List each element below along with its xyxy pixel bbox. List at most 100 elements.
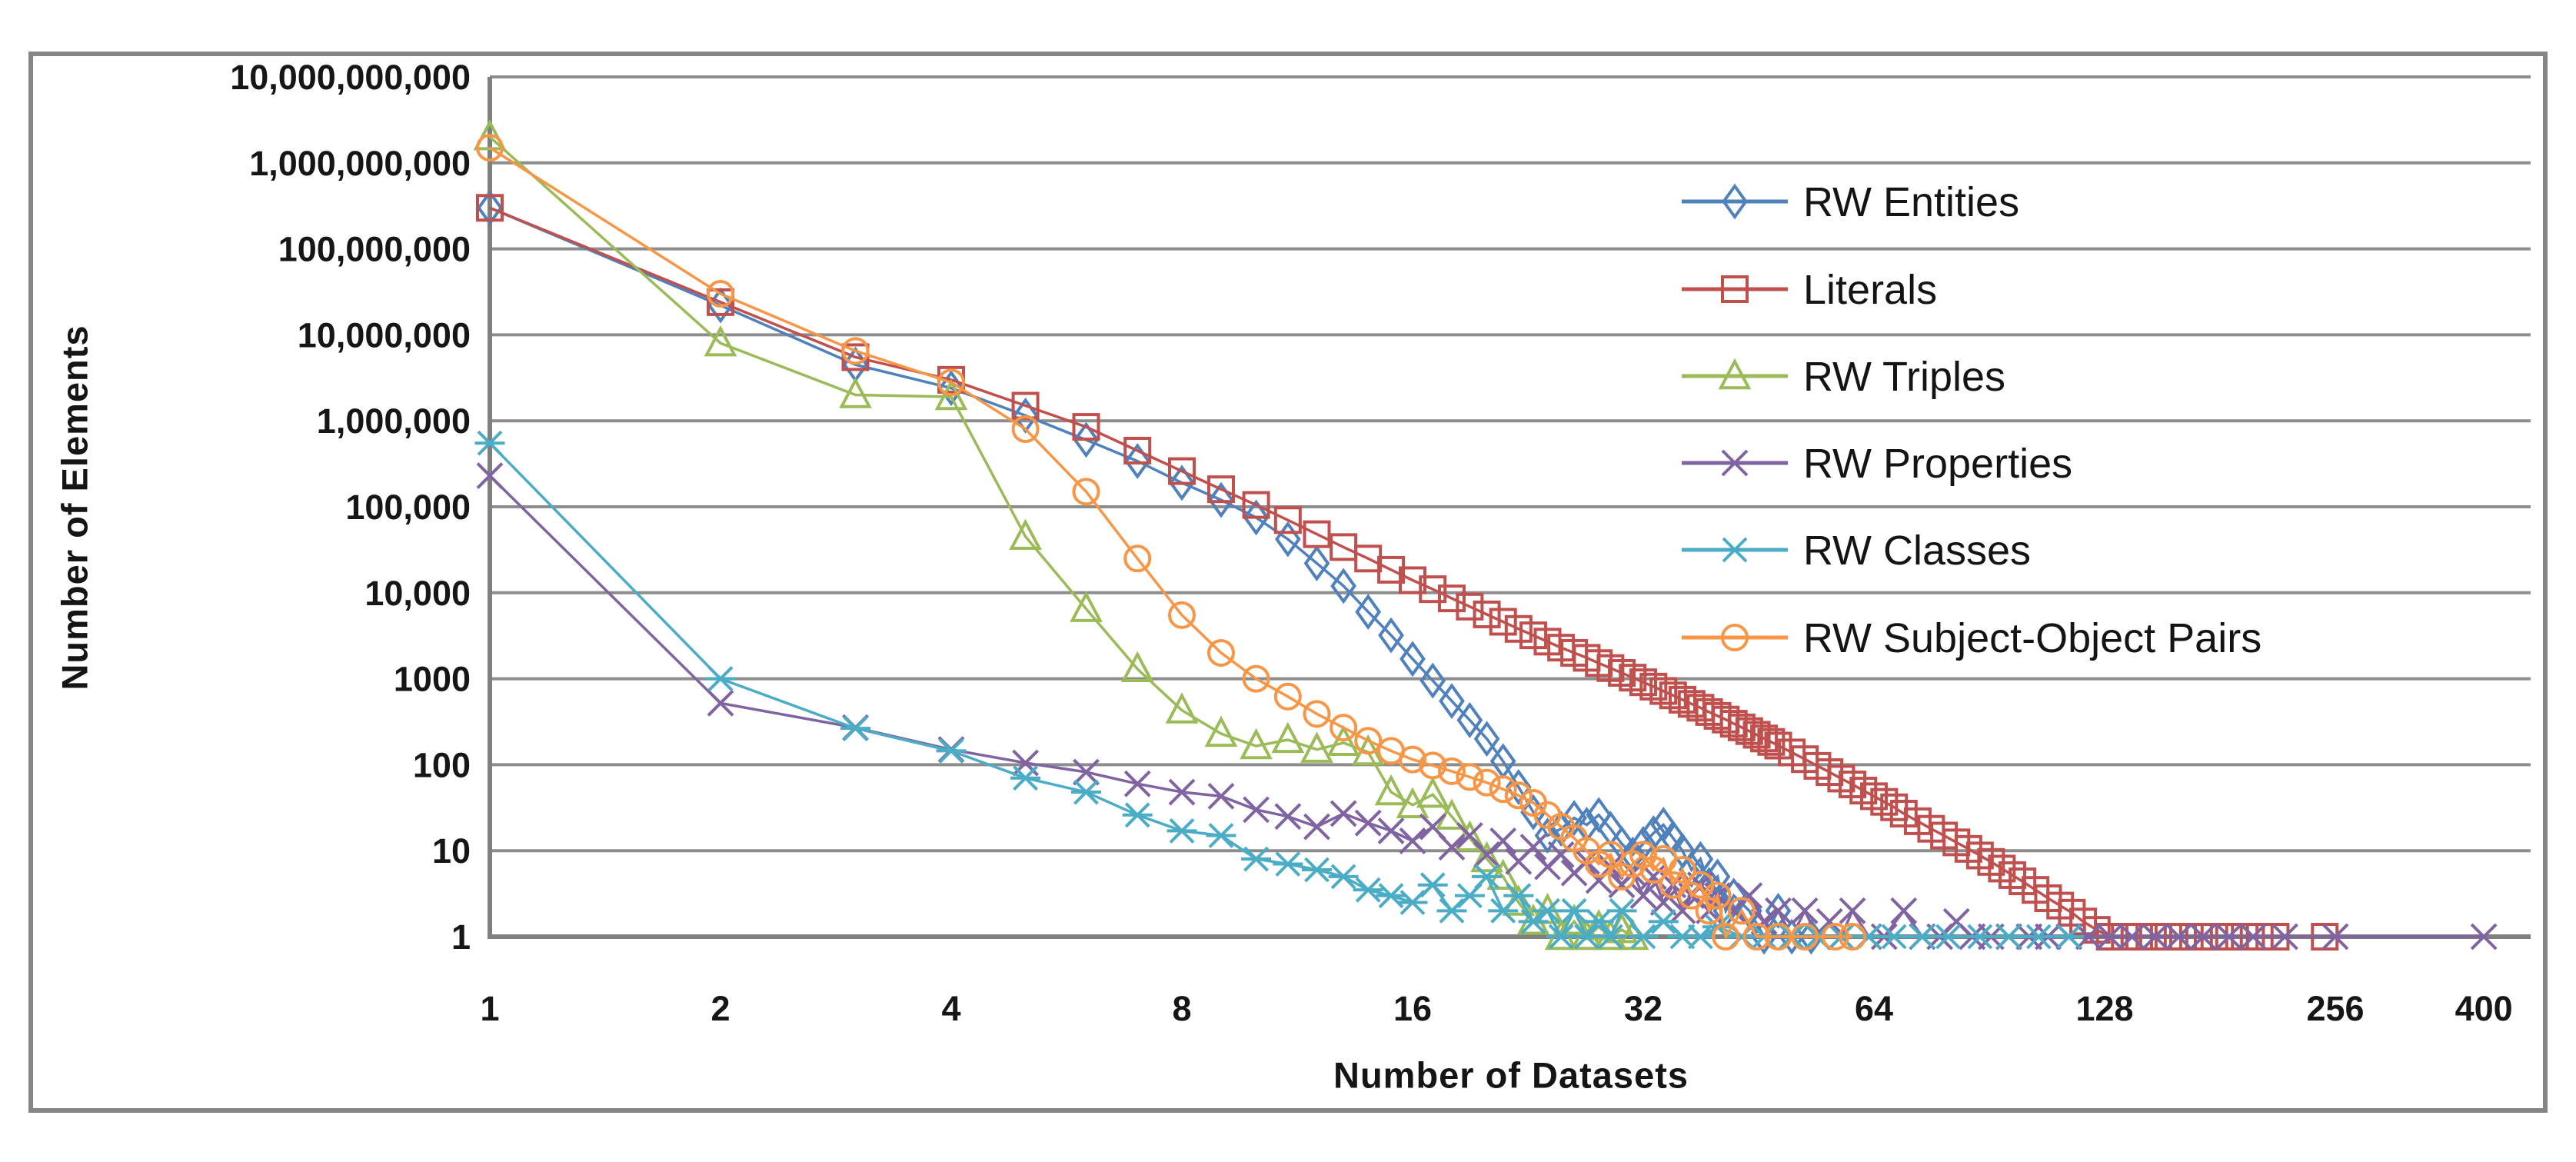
series-literals xyxy=(476,194,2339,951)
marker-asterisk xyxy=(1628,924,1659,950)
series-line xyxy=(489,206,1812,940)
marker-asterisk xyxy=(1273,851,1303,877)
marker-x xyxy=(1243,796,1270,824)
marker-diamond xyxy=(1208,481,1234,518)
marker-asterisk xyxy=(1353,877,1383,903)
marker-diamond xyxy=(1696,867,1722,904)
marker-circle xyxy=(1727,897,1756,925)
x-tick-label: 4 xyxy=(941,989,960,1028)
marker-circle xyxy=(1273,682,1302,711)
legend-item-rw-entities: RW Entities xyxy=(1682,179,2019,225)
marker-x xyxy=(2470,923,2498,951)
marker-circle xyxy=(1011,415,1040,444)
marker-asterisk xyxy=(1719,537,1750,563)
marker-circle xyxy=(1742,923,1771,951)
marker-triangle xyxy=(1416,776,1449,808)
x-tick-label: 16 xyxy=(1393,989,1432,1028)
marker-square xyxy=(1206,475,1235,504)
marker-circle xyxy=(1330,714,1358,742)
figure-border xyxy=(28,52,2548,1113)
marker-x xyxy=(1377,817,1405,844)
y-tick-labels: 10,000,000,000 1,000,000,000 100,000,000 10… xyxy=(230,58,471,957)
legend-label: RW Triples xyxy=(1803,354,2005,400)
marker-asterisk xyxy=(1206,823,1236,848)
marker-diamond xyxy=(1534,817,1561,854)
marker-triangle xyxy=(1718,358,1752,390)
marker-asterisk xyxy=(1070,779,1101,805)
marker-asterisk xyxy=(2023,924,2054,950)
marker-x xyxy=(2118,923,2146,951)
marker-square xyxy=(1629,668,1657,697)
marker-x xyxy=(2142,923,2169,951)
x-tick-label: 8 xyxy=(1172,989,1191,1028)
marker-asterisk xyxy=(1546,924,1576,950)
legend-item-rw-subject-object-pairs: RW Subject-Object Pairs xyxy=(1682,615,2261,661)
marker-square xyxy=(1668,685,1696,714)
y-tick-label: 1 xyxy=(451,917,471,957)
marker-asterisk xyxy=(840,715,870,741)
marker-x xyxy=(1547,841,1575,868)
marker-x xyxy=(1791,897,1819,924)
marker-asterisk xyxy=(1328,864,1359,890)
y-tick-label: 100,000 xyxy=(345,488,471,527)
marker-x xyxy=(1669,897,1696,924)
marker-x xyxy=(1073,758,1100,786)
marker-triangle xyxy=(1070,591,1103,622)
marker-x xyxy=(1354,809,1382,837)
marker-square xyxy=(1504,614,1533,643)
marker-circle xyxy=(1721,624,1749,651)
marker-square xyxy=(1303,520,1331,548)
y-tick-label: 10,000,000 xyxy=(298,315,471,355)
series-rw-subject-object-pairs xyxy=(476,134,1867,951)
marker-square xyxy=(1649,677,1678,705)
legend-item-rw-classes: RW Classes xyxy=(1682,528,2031,574)
marker-triangle xyxy=(1470,841,1503,873)
marker-circle xyxy=(1695,897,1723,925)
marker-diamond xyxy=(1439,683,1465,720)
marker-x xyxy=(1519,834,1547,861)
marker-x xyxy=(1399,827,1426,854)
marker-x xyxy=(2271,923,2298,951)
marker-asterisk xyxy=(1559,897,1589,924)
marker-triangle xyxy=(1165,692,1199,724)
marker-x xyxy=(1303,813,1330,841)
y-tick-label: 1000 xyxy=(394,660,471,699)
marker-circle xyxy=(1764,923,1792,951)
marker-circle xyxy=(1168,601,1196,629)
marker-square xyxy=(1659,681,1687,710)
marker-x xyxy=(1839,897,1866,924)
marker-asterisk xyxy=(1417,872,1448,898)
marker-circle xyxy=(1489,775,1517,804)
marker-asterisk xyxy=(936,737,967,764)
marker-triangle xyxy=(1009,518,1042,550)
marker-asterisk xyxy=(1436,897,1467,924)
marker-x xyxy=(1721,449,1749,477)
y-axis-title: Number of Elements xyxy=(54,325,95,691)
marker-asterisk xyxy=(1472,864,1503,890)
marker-diamond xyxy=(1073,421,1100,458)
marker-diamond xyxy=(1765,892,1792,929)
marker-square xyxy=(1377,555,1406,584)
marker-asterisk xyxy=(1532,897,1563,924)
legend-item-rw-properties: RW Properties xyxy=(1682,441,2072,487)
marker-x xyxy=(1330,800,1357,827)
marker-asterisk xyxy=(1595,924,1626,950)
marker-square xyxy=(1399,566,1426,594)
marker-asterisk xyxy=(1301,857,1332,883)
marker-circle xyxy=(476,134,504,162)
marker-x xyxy=(2239,923,2267,951)
marker-square xyxy=(707,288,734,316)
marker-square xyxy=(1419,575,1447,604)
marker-diamond xyxy=(477,189,503,226)
marker-asterisk xyxy=(1606,897,1637,924)
marker-diamond xyxy=(1274,521,1301,558)
marker-diamond xyxy=(1678,851,1705,888)
marker-x xyxy=(2096,923,2124,951)
marker-circle xyxy=(1072,478,1100,506)
x-tick-label: 400 xyxy=(2455,989,2513,1028)
marker-diamond xyxy=(1355,594,1382,631)
y-tick-label: 100 xyxy=(413,745,471,784)
legend-label: RW Classes xyxy=(1803,528,2031,574)
